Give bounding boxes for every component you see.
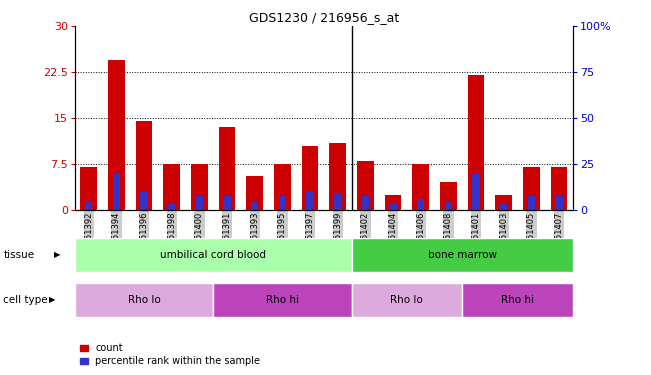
Text: tissue: tissue	[3, 250, 35, 260]
Legend: count, percentile rank within the sample: count, percentile rank within the sample	[79, 344, 260, 366]
Bar	[135, 121, 152, 210]
Bar	[75, 283, 213, 317]
Bar	[75, 238, 352, 272]
Bar	[357, 161, 374, 210]
Bar	[81, 167, 97, 210]
Bar	[196, 196, 203, 210]
Text: Rho hi: Rho hi	[501, 295, 534, 305]
Bar	[113, 173, 120, 210]
Bar	[329, 142, 346, 210]
Bar	[445, 202, 452, 210]
Bar	[85, 202, 92, 210]
Bar	[246, 176, 263, 210]
Bar	[417, 199, 424, 210]
Bar	[389, 204, 396, 210]
Bar	[528, 196, 535, 210]
Bar	[223, 196, 230, 210]
Bar	[274, 164, 290, 210]
Bar	[213, 283, 352, 317]
Bar	[473, 173, 480, 210]
Bar	[219, 128, 235, 210]
Bar	[385, 195, 401, 210]
Bar	[301, 146, 318, 210]
Text: Rho lo: Rho lo	[391, 295, 423, 305]
Bar	[440, 183, 457, 210]
Text: ▶: ▶	[54, 251, 61, 260]
Bar	[555, 196, 562, 210]
Bar	[362, 196, 369, 210]
Text: cell type: cell type	[3, 295, 48, 305]
Text: bone marrow: bone marrow	[428, 250, 497, 260]
Bar	[334, 194, 341, 210]
Bar	[523, 167, 540, 210]
Bar	[495, 195, 512, 210]
Bar	[551, 167, 567, 210]
Bar	[191, 164, 208, 210]
Bar	[352, 283, 462, 317]
Text: Rho lo: Rho lo	[128, 295, 160, 305]
Bar	[500, 204, 507, 210]
Text: ▶: ▶	[49, 296, 55, 304]
Bar	[168, 204, 175, 210]
Bar	[141, 191, 148, 210]
Bar	[108, 60, 125, 210]
Bar	[307, 191, 314, 210]
Text: GDS1230 / 216956_s_at: GDS1230 / 216956_s_at	[249, 11, 399, 24]
Bar	[279, 196, 286, 210]
Bar	[251, 202, 258, 210]
Bar	[467, 75, 484, 210]
Bar	[462, 283, 573, 317]
Text: Rho hi: Rho hi	[266, 295, 299, 305]
Bar	[413, 164, 429, 210]
Text: umbilical cord blood: umbilical cord blood	[160, 250, 266, 260]
Bar	[352, 238, 573, 272]
Bar	[163, 164, 180, 210]
